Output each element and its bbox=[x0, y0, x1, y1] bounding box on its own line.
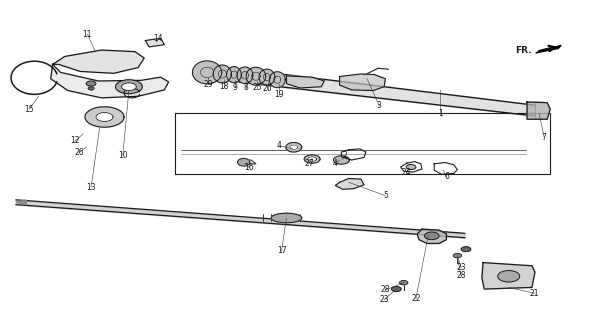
Polygon shape bbox=[271, 213, 302, 223]
Polygon shape bbox=[304, 155, 320, 163]
Circle shape bbox=[461, 247, 471, 252]
Circle shape bbox=[406, 164, 416, 170]
Text: 20: 20 bbox=[263, 84, 272, 93]
Polygon shape bbox=[536, 45, 561, 53]
Text: 16: 16 bbox=[244, 163, 254, 172]
Polygon shape bbox=[269, 72, 285, 88]
Circle shape bbox=[425, 232, 439, 240]
Text: 24: 24 bbox=[402, 168, 411, 177]
Text: 28: 28 bbox=[381, 285, 390, 294]
Text: 11: 11 bbox=[83, 30, 92, 39]
Polygon shape bbox=[146, 38, 165, 47]
Polygon shape bbox=[16, 200, 26, 204]
Text: FR.: FR. bbox=[515, 45, 531, 55]
Text: 13: 13 bbox=[86, 183, 96, 192]
Text: 5: 5 bbox=[383, 191, 388, 200]
Text: 19: 19 bbox=[274, 90, 283, 99]
Bar bbox=[174, 113, 550, 174]
Polygon shape bbox=[335, 179, 364, 189]
Polygon shape bbox=[259, 69, 275, 85]
Circle shape bbox=[122, 83, 136, 91]
Text: 3: 3 bbox=[377, 101, 382, 110]
Polygon shape bbox=[334, 156, 349, 164]
Text: 14: 14 bbox=[154, 35, 163, 44]
Text: 15: 15 bbox=[24, 105, 34, 114]
Text: 21: 21 bbox=[529, 289, 539, 298]
Circle shape bbox=[498, 270, 520, 282]
Polygon shape bbox=[308, 157, 316, 161]
Text: 25: 25 bbox=[252, 84, 262, 92]
Polygon shape bbox=[53, 50, 144, 73]
Polygon shape bbox=[192, 61, 222, 84]
Polygon shape bbox=[482, 263, 535, 289]
Text: 27: 27 bbox=[304, 159, 314, 168]
Polygon shape bbox=[286, 76, 324, 88]
Polygon shape bbox=[237, 158, 250, 166]
Polygon shape bbox=[237, 67, 253, 84]
Text: 12: 12 bbox=[70, 136, 80, 145]
Text: 22: 22 bbox=[411, 294, 420, 303]
Text: 26: 26 bbox=[74, 148, 84, 157]
Text: 10: 10 bbox=[118, 151, 128, 160]
Polygon shape bbox=[226, 67, 241, 83]
Text: 6: 6 bbox=[444, 172, 449, 181]
Text: 18: 18 bbox=[219, 82, 228, 91]
Text: 4: 4 bbox=[277, 141, 282, 150]
Circle shape bbox=[88, 87, 94, 90]
Polygon shape bbox=[51, 64, 169, 98]
Circle shape bbox=[86, 81, 96, 86]
Polygon shape bbox=[417, 229, 446, 244]
Text: 23: 23 bbox=[379, 295, 389, 304]
Text: 9: 9 bbox=[232, 83, 237, 92]
Text: 4: 4 bbox=[333, 159, 338, 168]
Circle shape bbox=[116, 80, 143, 94]
Polygon shape bbox=[340, 74, 386, 91]
Text: 2: 2 bbox=[343, 151, 348, 160]
Text: 28: 28 bbox=[457, 271, 466, 280]
Polygon shape bbox=[246, 67, 266, 85]
Text: 7: 7 bbox=[542, 132, 547, 141]
Polygon shape bbox=[85, 107, 124, 127]
Polygon shape bbox=[286, 142, 302, 152]
Polygon shape bbox=[290, 145, 297, 149]
Circle shape bbox=[400, 280, 408, 285]
Polygon shape bbox=[96, 113, 113, 122]
Text: 17: 17 bbox=[277, 246, 286, 255]
Circle shape bbox=[453, 253, 461, 258]
Text: 1: 1 bbox=[438, 109, 442, 118]
Polygon shape bbox=[213, 65, 231, 83]
Circle shape bbox=[392, 286, 401, 292]
Polygon shape bbox=[527, 102, 550, 119]
Text: 8: 8 bbox=[244, 84, 248, 92]
Text: 29: 29 bbox=[203, 80, 213, 89]
Text: 23: 23 bbox=[457, 263, 466, 272]
